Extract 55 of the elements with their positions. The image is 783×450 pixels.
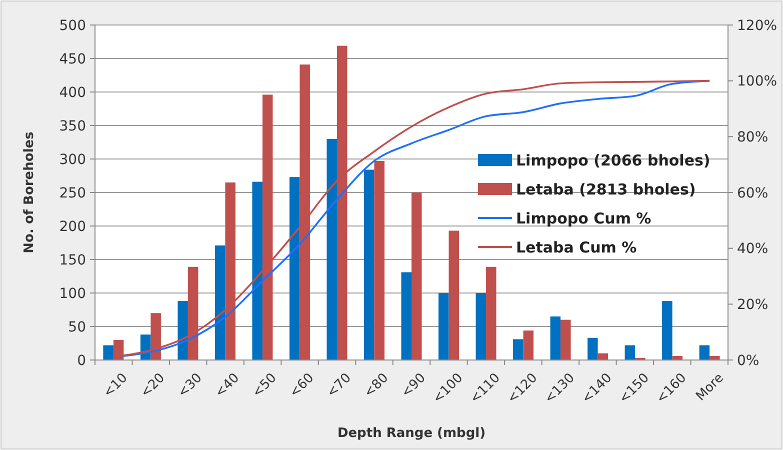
y-tick-label: 350	[59, 118, 86, 134]
x-tick-label: <20	[138, 370, 168, 401]
bar	[103, 345, 114, 360]
x-tick-label: <80	[362, 370, 392, 401]
bar	[486, 266, 496, 360]
x-tick-label: <90	[398, 370, 429, 401]
y-axis-title: No. of Boreholes	[22, 131, 37, 254]
bar	[374, 161, 384, 360]
x-tick-label: <30	[175, 370, 206, 401]
bar	[178, 301, 188, 360]
bar	[662, 301, 672, 360]
bar	[560, 320, 571, 360]
legend-label: Limpopo Cum %	[516, 209, 652, 228]
y-tick-label: 500	[59, 18, 86, 34]
bar	[412, 192, 422, 360]
y2-tick-label: 20%	[737, 297, 768, 314]
bar	[448, 230, 460, 360]
bar	[523, 330, 534, 360]
bar	[364, 170, 374, 360]
bar	[513, 339, 524, 360]
y2-tick-label: 0%	[737, 352, 760, 369]
legend-label: Limpopo (2066 bholes)	[516, 151, 710, 170]
y-tick-label: 50	[68, 319, 86, 336]
bar	[289, 177, 300, 360]
bar	[624, 345, 636, 360]
y2-tick-label: 100%	[737, 74, 778, 90]
bar	[699, 345, 710, 360]
bar	[252, 182, 262, 360]
y2-tick-label: 80%	[737, 130, 768, 146]
y2-tick-label: 120%	[737, 18, 778, 34]
y2-tick-label: 40%	[737, 241, 768, 258]
x-tick-label: <40	[212, 370, 242, 401]
bar	[550, 316, 561, 360]
y-tick-label: 100	[59, 286, 86, 302]
legend-label: Letaba Cum %	[516, 238, 637, 256]
y-tick-label: 200	[59, 218, 86, 235]
y-tick-label: 150	[59, 252, 86, 268]
bar	[214, 245, 226, 360]
bar	[438, 293, 449, 360]
legend-label: Letaba (2813 bholes)	[516, 180, 696, 198]
x-tick-label: <10	[100, 370, 131, 401]
y-tick-label: 0	[77, 352, 86, 369]
bar	[476, 293, 486, 360]
bar	[326, 138, 337, 360]
x-axis-title: Depth Range (mbgl)	[337, 426, 486, 441]
x-tick-label: <50	[250, 370, 280, 401]
y2-tick-label: 60%	[737, 185, 768, 202]
x-tick-label: <60	[286, 370, 317, 401]
y-tick-label: 450	[59, 51, 86, 68]
x-tick-label: <70	[324, 370, 354, 401]
bar	[588, 338, 598, 360]
y-tick-label: 300	[59, 152, 86, 168]
y-tick-label: 400	[59, 84, 86, 101]
y-tick-label: 250	[59, 185, 86, 202]
bar	[401, 272, 412, 360]
